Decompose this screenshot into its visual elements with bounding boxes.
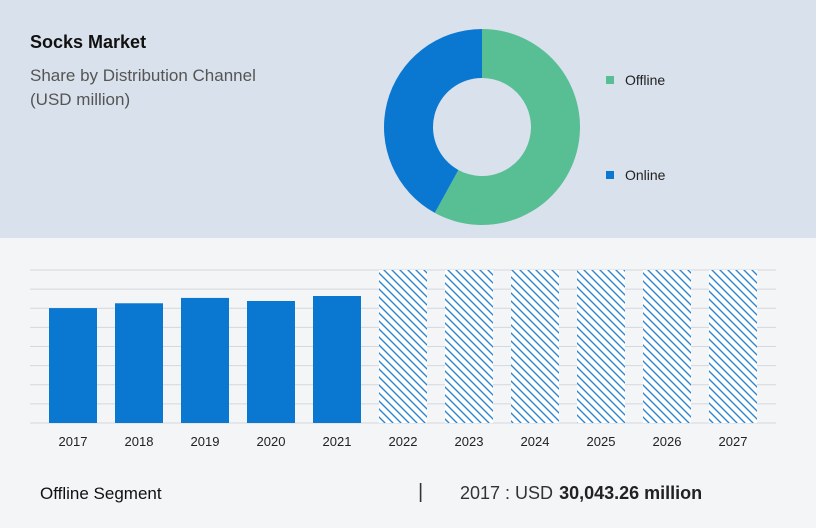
- donut-chart: [384, 29, 580, 225]
- x-tick-label-2022: 2022: [389, 434, 418, 449]
- legend-item-offline: Offline: [606, 72, 665, 88]
- bar-forecast-2022: [379, 270, 427, 423]
- x-tick-label-2027: 2027: [719, 434, 748, 449]
- x-tick-label-2025: 2025: [587, 434, 616, 449]
- x-tick-label-2024: 2024: [521, 434, 550, 449]
- segment-label: Offline Segment: [40, 484, 162, 503]
- chart-title: Socks Market: [30, 32, 147, 52]
- bar-forecast-2026: [643, 270, 691, 423]
- bar-2019: [181, 297, 229, 423]
- bar-2017: [49, 308, 97, 423]
- x-tick-label-2018: 2018: [125, 434, 154, 449]
- x-tick-label-2020: 2020: [257, 434, 286, 449]
- bar-chart: 2017 2018 2019 2020 2021 2022 2023 2024 2025 2026…: [30, 269, 776, 449]
- x-tick-label-2021: 2021: [323, 434, 352, 449]
- donut-slice-online: [384, 29, 482, 213]
- legend-item-online: Online: [606, 167, 665, 183]
- donut-slice-offline: [434, 29, 580, 225]
- legend-swatch-online: [606, 171, 614, 179]
- footer-value-text: 30,043.26 million: [559, 483, 703, 503]
- legend-label-offline: Offline: [625, 72, 666, 88]
- subtitle-line-1: Share by Distribution Channel: [30, 66, 256, 85]
- footer-year-text: 2017 : USD: [460, 483, 554, 503]
- x-tick-label-2023: 2023: [455, 434, 484, 449]
- legend-label-online: Online: [625, 167, 666, 183]
- bar-2018: [115, 303, 163, 423]
- bar-forecast-2025: [577, 270, 625, 423]
- bar-2021: [313, 296, 361, 423]
- subtitle-line-2: (USD million): [30, 90, 131, 109]
- x-tick-label-2017: 2017: [59, 434, 88, 449]
- bar-forecast-2023: [445, 270, 493, 423]
- footer-value-summary: 2017 : USD 30,043.26 million: [460, 483, 702, 504]
- bar-forecast-2027: [709, 270, 757, 423]
- bar-2020: [247, 300, 295, 423]
- footer-separator: |: [418, 481, 424, 503]
- x-tick-label-2019: 2019: [191, 434, 220, 449]
- x-tick-label-2026: 2026: [653, 434, 682, 449]
- chart-subtitle: Share by Distribution Channel (USD milli…: [30, 64, 330, 112]
- legend-swatch-offline: [606, 76, 614, 84]
- bar-forecast-2024: [511, 270, 559, 423]
